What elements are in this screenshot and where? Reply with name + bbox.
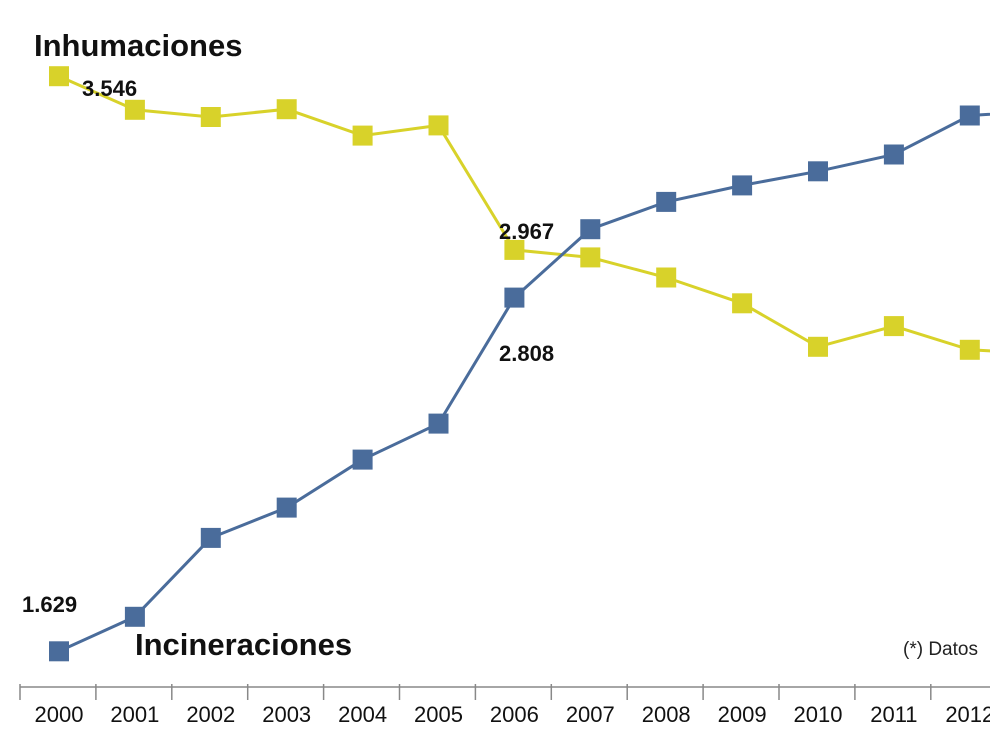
x-tick-label: 2000	[35, 702, 84, 727]
x-axis-tick-labels: 2000 2001 2002 2003 2004 2005 2006 2007 2008 2009…	[35, 702, 990, 727]
series-line-inhumaciones	[58, 74, 990, 353]
data-point-incineraciones	[732, 175, 753, 196]
data-label-inhumaciones-2006: 2.967	[499, 219, 554, 244]
data-point-incineraciones	[580, 219, 601, 240]
data-label-incineraciones-2000: 1.629	[22, 592, 77, 617]
series-points-incineraciones	[49, 105, 980, 662]
data-point-inhumaciones	[808, 336, 828, 357]
data-point-incineraciones	[656, 191, 677, 212]
series-title-inhumaciones: Inhumaciones	[34, 28, 242, 63]
x-tick-label: 2002	[186, 702, 235, 727]
x-tick-label: 2006	[490, 702, 539, 727]
series-title-incineraciones: Incineraciones	[135, 627, 352, 662]
x-tick-label: 2009	[718, 702, 767, 727]
data-point-inhumaciones	[732, 293, 753, 314]
series-points-inhumaciones	[49, 66, 980, 360]
data-point-inhumaciones	[959, 339, 980, 360]
x-tick-label: 2005	[414, 702, 463, 727]
data-point-incineraciones	[428, 413, 449, 434]
data-label-inhumaciones-2000: 3.546	[82, 76, 137, 101]
footnote: (*) Datos	[903, 639, 978, 660]
data-point-inhumaciones	[883, 316, 904, 337]
data-point-incineraciones	[808, 161, 828, 182]
data-point-inhumaciones	[200, 107, 221, 127]
x-tick-label: 2012	[945, 702, 990, 727]
data-point-incineraciones	[504, 287, 525, 308]
x-axis-ticks	[19, 684, 932, 700]
data-label-incineraciones-2006: 2.808	[499, 341, 554, 366]
x-tick-label: 2008	[642, 702, 691, 727]
data-point-inhumaciones	[352, 125, 373, 146]
data-point-inhumaciones	[504, 239, 525, 260]
data-point-incineraciones	[352, 449, 373, 470]
data-point-incineraciones	[883, 144, 904, 165]
x-tick-label: 2007	[566, 702, 615, 727]
data-point-inhumaciones	[428, 115, 449, 136]
data-point-incineraciones	[49, 641, 69, 662]
x-tick-label: 2011	[870, 702, 917, 727]
series-line-incineraciones	[58, 112, 990, 653]
data-point-inhumaciones	[276, 99, 297, 120]
data-point-inhumaciones	[580, 247, 601, 268]
x-tick-label: 2003	[262, 702, 311, 727]
x-tick-label: 2001	[110, 702, 159, 727]
data-point-incineraciones	[200, 527, 221, 548]
data-point-incineraciones	[276, 497, 297, 518]
x-tick-label: 2010	[794, 702, 843, 727]
data-point-inhumaciones	[124, 99, 145, 120]
data-point-incineraciones	[959, 105, 980, 126]
data-point-inhumaciones	[656, 267, 677, 288]
data-point-incineraciones	[124, 606, 145, 627]
data-point-inhumaciones	[49, 66, 69, 87]
x-tick-label: 2004	[338, 702, 387, 727]
